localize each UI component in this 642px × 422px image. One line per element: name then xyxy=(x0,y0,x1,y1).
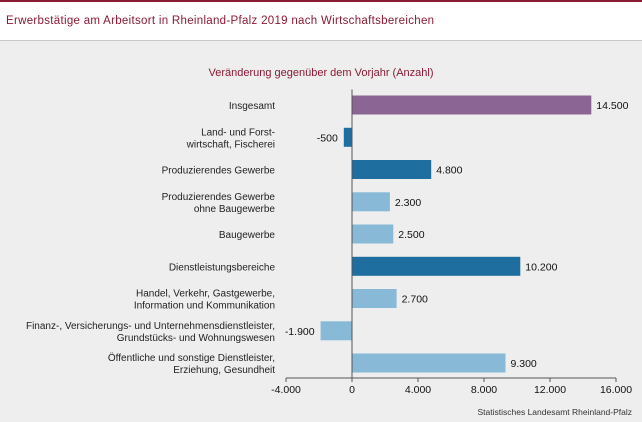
title-bar: Erwerbstätige am Arbeitsort in Rheinland… xyxy=(0,2,642,41)
bar xyxy=(352,192,390,212)
x-tick-label: 4.000 xyxy=(405,384,431,396)
axis-layer: -4.000 0 4.000 8.000 12.000 16.000 xyxy=(271,89,632,396)
bar xyxy=(320,321,352,341)
bar xyxy=(352,289,397,308)
chart-title: Erwerbstätige am Arbeitsort in Rheinland… xyxy=(6,15,435,27)
x-tick-label: 12.000 xyxy=(534,384,566,396)
data-label: 10.200 xyxy=(525,261,557,273)
x-tick-label: 16.000 xyxy=(600,384,632,396)
chart-subtitle: Veränderung gegenüber dem Vorjahr (Anzah… xyxy=(208,67,434,79)
bar xyxy=(352,256,521,276)
category-label: Erziehung, Gesundheit xyxy=(173,365,275,376)
x-tick-label: -4.000 xyxy=(271,384,301,396)
category-label: Land- und Forst- xyxy=(201,127,275,138)
x-tick-label: 0 xyxy=(349,384,355,396)
data-label: -1.900 xyxy=(285,326,315,338)
bar xyxy=(352,95,592,115)
bar xyxy=(352,160,432,179)
data-label: 2.300 xyxy=(395,197,421,209)
category-label: Grundstücks- und Wohnungswesen xyxy=(117,333,275,344)
category-label: Produzierendes Gewerbe xyxy=(162,166,276,177)
bar xyxy=(352,353,506,373)
chart-area: Veränderung gegenüber dem Vorjahr (Anzah… xyxy=(0,41,642,422)
category-label: ohne Baugewerbe xyxy=(194,204,276,215)
data-label: 9.300 xyxy=(511,358,537,370)
category-label: Insgesamt xyxy=(229,101,275,112)
category-label: Baugewerbe xyxy=(219,230,276,241)
labels-layer: 14.500 Insgesamt -500 Land- und Forst-wirts… xyxy=(26,100,629,376)
category-label: Information und Kommunikation xyxy=(134,301,275,312)
category-label: Handel, Verkehr, Gastgewerbe, xyxy=(136,289,275,300)
bar xyxy=(343,127,353,147)
bars-layer xyxy=(320,95,592,373)
source-note: Statistisches Landesamt Rheinland-Pfalz xyxy=(478,407,633,417)
data-label: 4.800 xyxy=(436,165,462,177)
data-label: 2.500 xyxy=(398,229,424,241)
top-rule xyxy=(0,0,642,2)
bar xyxy=(352,224,394,244)
category-label: Produzierendes Gewerbe xyxy=(162,192,276,203)
category-label: Finanz-, Versicherungs- und Unternehmens… xyxy=(26,321,275,332)
data-label: -500 xyxy=(317,132,338,144)
category-label: wirtschaft, Fischerei xyxy=(186,139,275,150)
data-label: 2.700 xyxy=(402,294,428,306)
category-label: Öffentliche und sonstige Dienstleister, xyxy=(108,352,275,364)
x-tick-label: 8.000 xyxy=(471,384,497,396)
data-label: 14.500 xyxy=(596,100,628,112)
category-label: Dienstleistungsbereiche xyxy=(169,262,276,273)
bar-chart: -4.000 0 4.000 8.000 12.000 16.000 14.500 Insg… xyxy=(26,89,633,417)
